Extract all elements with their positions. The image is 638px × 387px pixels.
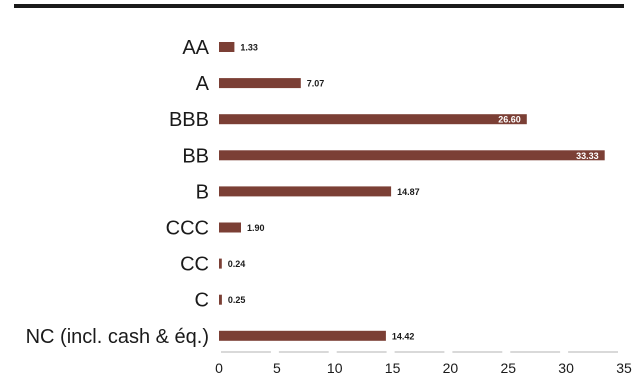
value-label: 1.90 <box>247 223 265 233</box>
value-label: 14.87 <box>397 187 420 197</box>
value-label: 33.33 <box>576 151 599 161</box>
x-tick-label: 30 <box>558 360 574 376</box>
category-label: C <box>195 290 209 312</box>
category-label: CCC <box>166 218 209 240</box>
value-label: 0.24 <box>228 259 246 269</box>
x-tick-label: 15 <box>385 360 401 376</box>
bar-0 <box>219 42 235 52</box>
value-label: 7.07 <box>307 79 325 89</box>
value-label: 0.25 <box>228 295 246 305</box>
value-label: 1.33 <box>240 43 258 53</box>
x-axis: 0 5 10 15 20 25 30 35 <box>215 351 632 376</box>
bar-3 <box>219 150 605 161</box>
bar-5 <box>219 222 241 233</box>
category-label: A <box>196 73 210 95</box>
category-label: CC <box>180 254 209 276</box>
bars-layer <box>219 42 605 341</box>
category-label: BB <box>182 145 209 167</box>
x-tick-label: 5 <box>273 360 281 376</box>
x-tick-label: 35 <box>616 360 632 376</box>
bar-4 <box>219 186 392 197</box>
value-labels: 1.33 7.07 26.60 33.33 14.87 1.90 0.24 0.25 14.42 <box>228 43 599 342</box>
x-tick-label: 10 <box>327 360 343 376</box>
category-label: AA <box>182 37 209 59</box>
category-label: NC (incl. cash & éq.) <box>26 326 209 348</box>
x-tick-label: 20 <box>443 360 459 376</box>
value-label: 14.42 <box>392 331 415 341</box>
bar-8 <box>219 330 386 341</box>
value-label: 26.60 <box>498 115 521 125</box>
x-tick-label: 0 <box>215 360 223 376</box>
bar-6 <box>219 258 222 269</box>
top-rule <box>14 4 624 8</box>
bar-1 <box>219 78 301 89</box>
bar-7 <box>219 294 222 305</box>
x-tick-label: 25 <box>501 360 517 376</box>
bar-2 <box>219 114 527 125</box>
category-label: BBB <box>169 109 209 131</box>
category-label: B <box>196 181 209 203</box>
